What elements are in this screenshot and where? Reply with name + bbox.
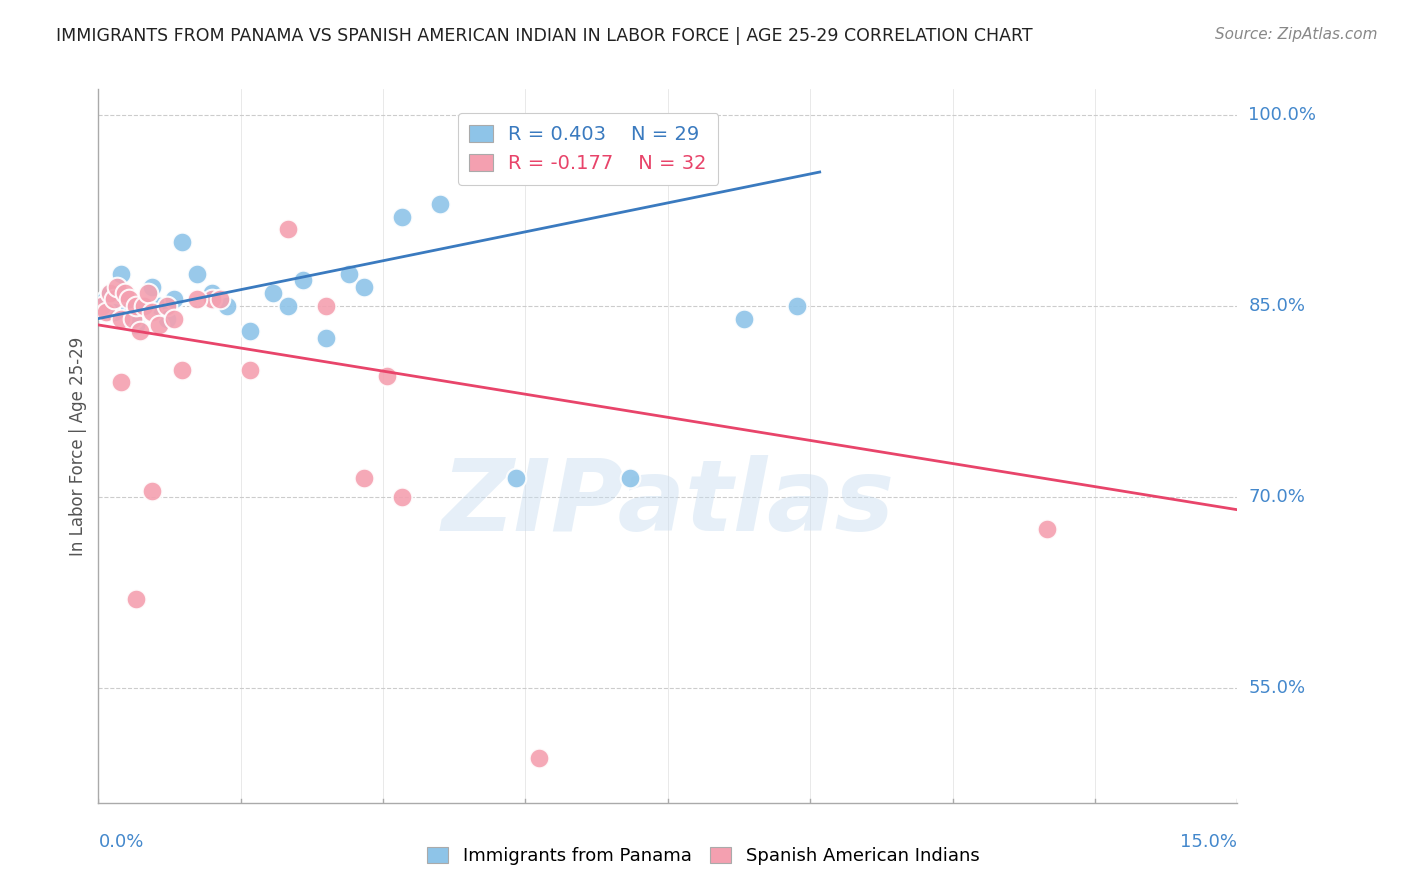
Y-axis label: In Labor Force | Age 25-29: In Labor Force | Age 25-29 xyxy=(69,336,87,556)
Text: 70.0%: 70.0% xyxy=(1249,488,1305,506)
Point xyxy=(239,324,262,338)
Point xyxy=(107,279,129,293)
Text: 15.0%: 15.0% xyxy=(1180,833,1237,851)
Point xyxy=(125,318,148,332)
Point xyxy=(186,267,208,281)
Point xyxy=(107,286,129,301)
Point xyxy=(141,279,163,293)
Point xyxy=(315,299,337,313)
Point xyxy=(156,311,179,326)
Point xyxy=(91,299,114,313)
Text: 100.0%: 100.0% xyxy=(1249,105,1316,124)
Text: 55.0%: 55.0% xyxy=(1249,679,1306,698)
Point xyxy=(201,293,224,307)
Point xyxy=(141,305,163,319)
Point xyxy=(118,299,141,313)
Point xyxy=(103,305,125,319)
Text: 85.0%: 85.0% xyxy=(1249,297,1305,315)
Legend: Immigrants from Panama, Spanish American Indians: Immigrants from Panama, Spanish American… xyxy=(418,838,988,874)
Point xyxy=(277,299,299,313)
Point xyxy=(163,293,186,307)
Point xyxy=(98,286,121,301)
Point xyxy=(201,286,224,301)
Point xyxy=(429,197,451,211)
Point xyxy=(156,299,179,313)
Point xyxy=(141,483,163,498)
Point xyxy=(110,376,132,390)
Text: Source: ZipAtlas.com: Source: ZipAtlas.com xyxy=(1215,27,1378,42)
Legend: R = 0.403    N = 29, R = -0.177    N = 32: R = 0.403 N = 29, R = -0.177 N = 32 xyxy=(458,113,718,185)
Point xyxy=(1036,522,1059,536)
Point xyxy=(292,273,315,287)
Point xyxy=(239,362,262,376)
Point xyxy=(619,471,641,485)
Point xyxy=(353,279,375,293)
Point xyxy=(527,751,550,765)
Point xyxy=(132,299,155,313)
Point xyxy=(391,490,413,504)
Point xyxy=(733,311,755,326)
Point xyxy=(315,331,337,345)
Text: ZIPatlas: ZIPatlas xyxy=(441,455,894,551)
Point xyxy=(262,286,284,301)
Point xyxy=(94,305,117,319)
Point xyxy=(110,311,132,326)
Point xyxy=(125,591,148,606)
Point xyxy=(505,471,527,485)
Point xyxy=(114,286,136,301)
Point xyxy=(391,210,413,224)
Text: 0.0%: 0.0% xyxy=(98,833,143,851)
Point xyxy=(129,324,152,338)
Point xyxy=(170,235,193,249)
Point xyxy=(163,311,186,326)
Point xyxy=(94,293,117,307)
Point xyxy=(277,222,299,236)
Point xyxy=(98,286,121,301)
Text: IMMIGRANTS FROM PANAMA VS SPANISH AMERICAN INDIAN IN LABOR FORCE | AGE 25-29 COR: IMMIGRANTS FROM PANAMA VS SPANISH AMERIC… xyxy=(56,27,1033,45)
Point xyxy=(136,286,159,301)
Point xyxy=(125,299,148,313)
Point xyxy=(132,299,155,313)
Point xyxy=(186,293,208,307)
Point xyxy=(110,267,132,281)
Point xyxy=(148,299,170,313)
Point xyxy=(118,293,141,307)
Point xyxy=(103,293,125,307)
Point xyxy=(337,267,360,281)
Point xyxy=(786,299,808,313)
Point xyxy=(208,293,231,307)
Point xyxy=(353,471,375,485)
Point xyxy=(375,368,398,383)
Point xyxy=(170,362,193,376)
Point xyxy=(217,299,239,313)
Point xyxy=(148,318,170,332)
Point xyxy=(121,311,143,326)
